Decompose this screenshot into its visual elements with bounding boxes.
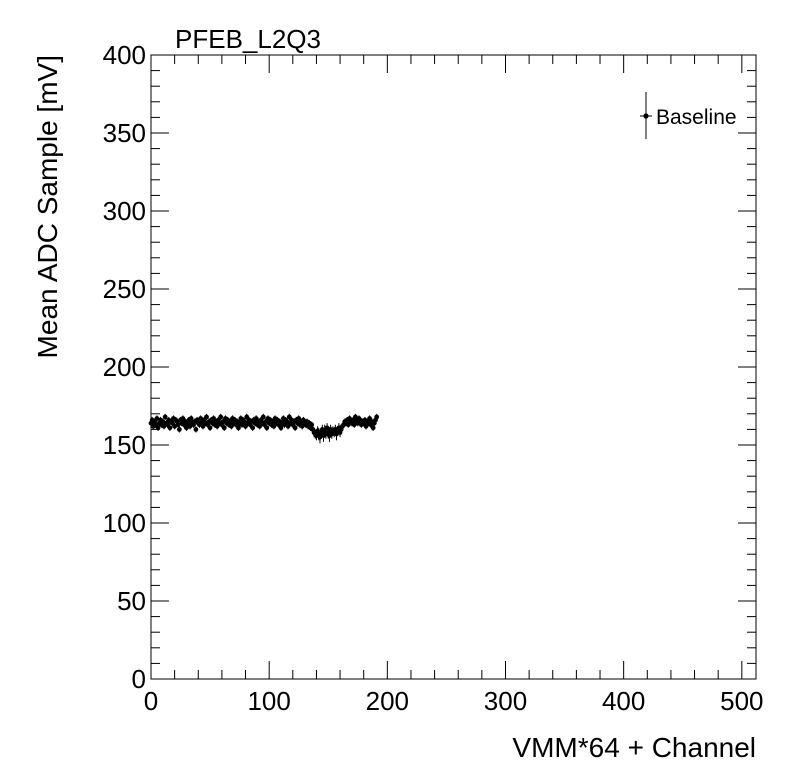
data-point bbox=[292, 425, 298, 431]
data-point bbox=[176, 427, 182, 432]
data-point bbox=[250, 425, 256, 431]
x-tick-label: 100 bbox=[247, 686, 290, 716]
x-axis-title: VMM*64 + Channel bbox=[512, 732, 756, 763]
data-point bbox=[207, 425, 213, 431]
data-point bbox=[260, 414, 266, 420]
data-point bbox=[264, 425, 270, 431]
axis-ticks bbox=[150, 54, 756, 680]
data-point bbox=[162, 414, 168, 420]
data-point bbox=[218, 414, 224, 420]
data-point bbox=[278, 425, 284, 431]
y-tick-label: 100 bbox=[103, 508, 146, 538]
data-point bbox=[188, 416, 194, 421]
y-tick-label: 250 bbox=[103, 274, 146, 304]
y-tick-label: 300 bbox=[103, 196, 146, 226]
data-point bbox=[221, 425, 227, 431]
legend-marker bbox=[643, 113, 649, 119]
y-tick-label: 200 bbox=[103, 352, 146, 382]
data-point bbox=[236, 425, 241, 431]
x-tick-label: 300 bbox=[484, 686, 527, 716]
x-tick-label: 500 bbox=[720, 686, 763, 716]
y-tick-label: 400 bbox=[103, 40, 146, 70]
plot-frame bbox=[150, 54, 757, 680]
data-point bbox=[167, 425, 173, 431]
data-point bbox=[155, 425, 161, 431]
legend-label: Baseline bbox=[656, 106, 737, 129]
y-tick-label: 350 bbox=[103, 118, 146, 148]
x-tick-label: 200 bbox=[366, 686, 409, 716]
data-points bbox=[148, 413, 380, 444]
x-tick-label: 0 bbox=[144, 686, 158, 716]
x-tick-label: 400 bbox=[602, 686, 645, 716]
tick-labels: 0 50 100 150 200 250 300 350 400 0 100 200 300 400 500 bbox=[103, 40, 764, 716]
y-tick-label: 50 bbox=[117, 586, 146, 616]
data-point bbox=[370, 425, 376, 431]
data-point bbox=[193, 427, 199, 432]
legend: Baseline bbox=[640, 92, 737, 139]
y-axis-title: Mean ADC Sample [mV] bbox=[32, 55, 63, 358]
data-point bbox=[204, 414, 209, 420]
y-tick-label: 0 bbox=[132, 664, 146, 694]
data-point bbox=[374, 414, 380, 420]
y-tick-label: 150 bbox=[103, 430, 146, 460]
chart-title: PFEB_L2Q3 bbox=[175, 24, 321, 54]
